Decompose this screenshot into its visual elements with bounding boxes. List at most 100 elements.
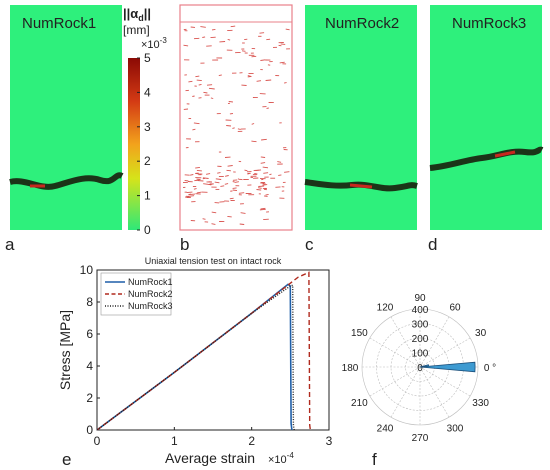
- panel-d-field: [430, 5, 542, 230]
- y-tick-label: 10: [80, 263, 94, 277]
- y-tick-label: 8: [86, 295, 93, 309]
- polar-spoke: [390, 316, 421, 368]
- panel-a-crack: [9, 172, 124, 190]
- chart-ylabel: Stress [MPa]: [57, 310, 73, 390]
- legend-label-numrock1: NumRock1: [128, 277, 173, 287]
- rose-bin: [419, 361, 476, 373]
- fracture-mark: [238, 192, 245, 194]
- panel-a: NumRock1 a: [5, 5, 124, 254]
- colorbar-multiplier: ×10-3: [141, 36, 167, 51]
- fracture-mark: [184, 179, 189, 182]
- fracture-mark: [237, 128, 241, 130]
- panel-a-title: NumRock1: [22, 15, 96, 32]
- fracture-mark: [202, 36, 206, 38]
- y-tick-label: 6: [86, 327, 93, 341]
- fracture-mark: [227, 215, 232, 218]
- fracture-mark: [189, 193, 196, 196]
- chart-x-multiplier: ×10-4: [268, 451, 294, 466]
- fracture-mark: [263, 172, 269, 174]
- fracture-mark: [251, 140, 257, 143]
- colorbar-tick-label: 3: [144, 120, 151, 134]
- fracture-mark: [206, 173, 211, 175]
- fracture-mark: [208, 87, 215, 90]
- fracture-mark: [196, 191, 202, 194]
- colorbar-title: ||αd||: [123, 6, 151, 23]
- polar-angle-label: 150: [351, 328, 368, 339]
- fracture-mark: [196, 79, 202, 82]
- fracture-mark: [226, 125, 232, 127]
- colorbar-tick-label: 1: [144, 189, 151, 203]
- fracture-mark: [183, 44, 189, 47]
- polar-spoke: [419, 337, 471, 368]
- fracture-mark: [285, 28, 290, 31]
- panel-f-label: f: [372, 450, 377, 469]
- fracture-mark: [280, 43, 286, 45]
- fracture-mark: [256, 189, 262, 191]
- panel-c-crack: [304, 179, 418, 192]
- panel-d-label: d: [428, 235, 437, 254]
- fracture-mark: [195, 75, 200, 78]
- polar-spoke: [419, 366, 450, 418]
- fracture-mark: [226, 169, 231, 172]
- polar-angle-label: 240: [377, 424, 394, 435]
- fracture-mark: [188, 195, 195, 197]
- colorbar-unit: [mm]: [123, 23, 150, 37]
- colorbar-scale: [128, 58, 140, 230]
- panel-e-label: e: [62, 450, 71, 469]
- fracture-mark: [196, 169, 202, 172]
- polar-angle-label: 180: [342, 363, 359, 374]
- x-tick-label: 2: [248, 434, 255, 448]
- fracture-mark: [202, 177, 209, 179]
- panel-c: NumRock2 c: [304, 5, 418, 254]
- fracture-mark: [214, 181, 220, 184]
- colorbar-tick-label: 5: [144, 51, 151, 65]
- fracture-mark: [198, 83, 202, 86]
- fracture-mark: [232, 127, 235, 129]
- polar-radius-label: 400: [412, 305, 429, 316]
- fracture-mark: [195, 166, 200, 169]
- fracture-mark: [227, 38, 231, 41]
- fracture-mark: [258, 187, 262, 189]
- polar-spoke: [419, 316, 450, 368]
- fracture-mark: [188, 80, 193, 83]
- polar-radius-label: 100: [412, 349, 429, 360]
- chart-series-lines: [96, 271, 312, 431]
- fracture-mark: [241, 50, 246, 52]
- fracture-mark: [228, 100, 233, 103]
- legend-label-numrock3: NumRock3: [128, 301, 173, 311]
- fracture-mark: [266, 38, 271, 41]
- panel-c-crack-hot: [349, 183, 373, 189]
- fracture-mark: [262, 184, 268, 186]
- fracture-mark: [220, 185, 225, 187]
- panel-a-field: [10, 5, 122, 230]
- polar-spoke: [369, 337, 421, 368]
- fracture-mark: [202, 218, 206, 220]
- fracture-mark: [225, 175, 229, 177]
- fracture-mark: [279, 61, 285, 64]
- x-tick-label: 0: [94, 434, 101, 448]
- polar-angle-label: 330: [472, 398, 489, 409]
- polar-angle-label: 120: [377, 302, 394, 313]
- polar-angle-label: 210: [351, 398, 368, 409]
- polar-origin-label: 0: [417, 363, 423, 374]
- fracture-mark: [277, 161, 282, 163]
- polar-spoke: [369, 366, 421, 397]
- fracture-mark: [278, 44, 282, 47]
- fracture-mark: [192, 128, 196, 131]
- fracture-mark: [263, 195, 268, 197]
- panel-f: 0 ° 30 60 90 120 150 180 210 240 270 300 330 100 200 3…: [342, 293, 497, 469]
- fracture-mark: [251, 55, 257, 58]
- fracture-mark: [260, 182, 265, 184]
- panel-a-label: a: [5, 235, 15, 254]
- rose-bin: [419, 364, 430, 368]
- panel-c-title: NumRock2: [325, 15, 399, 32]
- polar-plot: 0 ° 30 60 90 120 150 180 210 240 270 300 330 100 200 3…: [342, 293, 497, 444]
- polar-angle-label: 0 °: [484, 363, 496, 374]
- polar-radius-label: 200: [412, 334, 429, 345]
- fracture-mark: [240, 212, 246, 214]
- polar-angle-label: 30: [475, 328, 487, 339]
- chart-xlabel: Average strain: [165, 450, 255, 466]
- fracture-mark: [218, 74, 222, 77]
- y-tick-label: 4: [86, 359, 93, 373]
